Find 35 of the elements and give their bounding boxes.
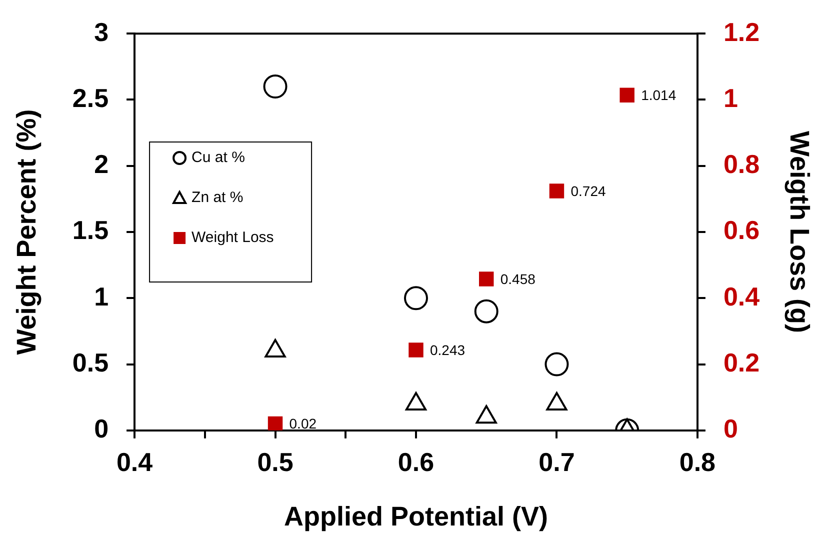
y2-tick-label: 1	[723, 82, 738, 113]
point	[549, 184, 564, 198]
y2-tick-label: 0.2	[723, 347, 760, 378]
y2-tick-label: 1.2	[723, 16, 760, 47]
legend-label: Zn at %	[192, 189, 244, 206]
y-tick-label: 2.5	[72, 82, 109, 113]
point	[479, 272, 494, 286]
y2-tick-label: 0.6	[723, 215, 760, 246]
legend-label: Cu at %	[192, 149, 245, 166]
x-tick-label: 0.5	[257, 447, 294, 478]
y-tick-label: 0	[94, 414, 109, 444]
y2-axis-title: Weigth Loss (g)	[784, 131, 814, 333]
x-tick-label: 0.4	[116, 447, 154, 478]
legend-label: Weight Loss	[192, 229, 274, 246]
x-tick-label: 0.6	[398, 447, 434, 478]
x-tick-label: 0.8	[679, 447, 716, 478]
data-label: 0.02	[289, 416, 317, 432]
x-axis-title: Applied Potential (V)	[284, 501, 548, 532]
point	[408, 342, 424, 358]
data-label: 1.014	[641, 86, 676, 103]
point	[268, 416, 283, 430]
y-tick-label: 0.5	[72, 347, 109, 378]
y-axis-title: Weight Percent (%)	[12, 109, 42, 355]
data-label: 0.243	[430, 342, 466, 358]
y2-tick-label: 0.8	[723, 149, 760, 180]
point	[620, 88, 634, 102]
y-tick-label: 3	[94, 16, 109, 47]
y-tick-label: 1	[94, 281, 109, 312]
y-tick-label: 2	[94, 149, 109, 180]
data-label: 0.724	[570, 182, 606, 199]
x-tick-label: 0.7	[538, 447, 575, 478]
data-label: 0.458	[500, 270, 536, 287]
y2-tick-label: 0.4	[723, 281, 760, 312]
y-tick-label: 1.5	[72, 215, 109, 246]
y2-tick-label: 0	[723, 414, 738, 444]
